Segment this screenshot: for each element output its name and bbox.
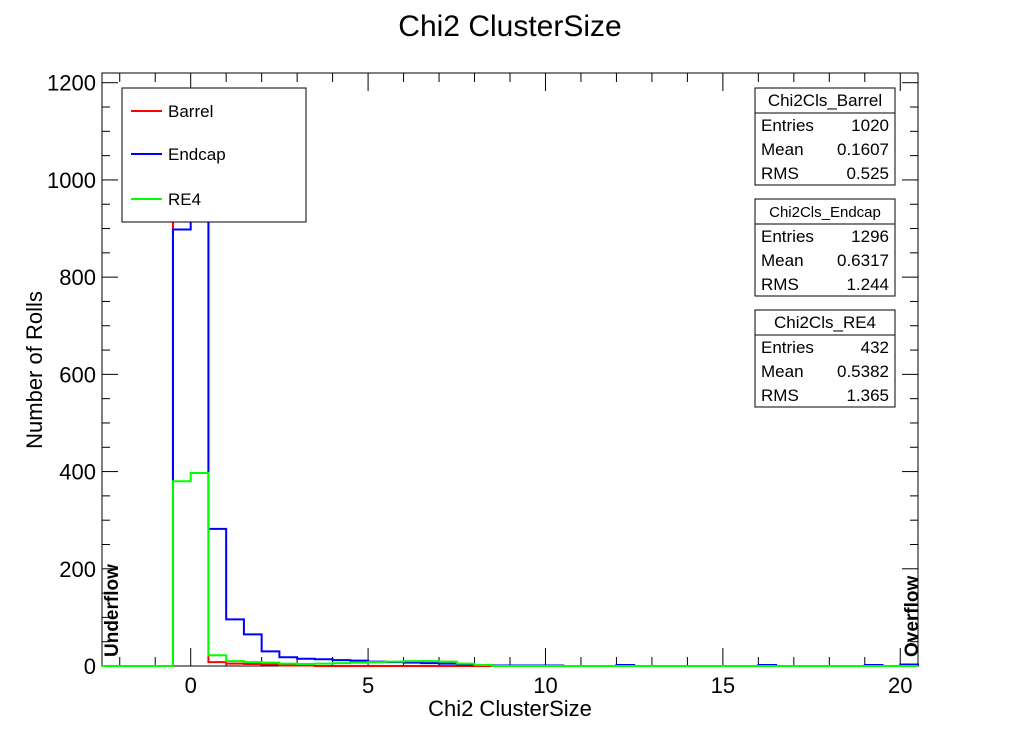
- plot-area: 0 200 400 600 800 1000 1200 0 5 10 15 20: [47, 71, 919, 698]
- stats-rms-value: 1.244: [846, 275, 889, 294]
- x-tick-label: 10: [533, 673, 557, 698]
- x-tick-label: 5: [362, 673, 374, 698]
- underflow-label: Underflow: [102, 564, 123, 657]
- stats-entries-value: 1296: [851, 227, 889, 246]
- x-tick-label: 20: [888, 673, 912, 698]
- stats-title: Chi2Cls_Endcap: [769, 204, 881, 221]
- stats-mean-value: 0.5382: [837, 362, 889, 381]
- stats-title: Chi2Cls_Barrel: [768, 91, 882, 110]
- y-tick-label: 600: [59, 362, 96, 387]
- histogram-re4: [102, 472, 918, 667]
- legend-label-barrel: Barrel: [168, 102, 213, 121]
- stats-entries-label: Entries: [761, 227, 814, 246]
- y-tick-label: 0: [84, 654, 96, 679]
- stats-box-re4: Chi2Cls_RE4 Entries 432 Mean 0.5382 RMS …: [754, 309, 896, 408]
- y-tick-label: 400: [59, 460, 96, 485]
- stats-mean-label: Mean: [761, 362, 804, 381]
- y-tick-label: 200: [59, 557, 96, 582]
- stats-rms-label: RMS: [761, 275, 799, 294]
- stats-mean-label: Mean: [761, 140, 804, 159]
- legend-label-re4: RE4: [168, 190, 201, 209]
- stats-entries-value: 1020: [851, 116, 889, 135]
- stats-entries-label: Entries: [761, 338, 814, 357]
- y-tick-label: 1200: [47, 71, 96, 96]
- stats-rms-value: 0.525: [846, 164, 889, 183]
- stats-rms-value: 1.365: [846, 386, 889, 405]
- stats-rms-label: RMS: [761, 164, 799, 183]
- legend: Barrel Endcap RE4: [121, 87, 307, 223]
- stats-mean-value: 0.6317: [837, 251, 889, 270]
- stats-entries-label: Entries: [761, 116, 814, 135]
- stats-title: Chi2Cls_RE4: [774, 313, 876, 332]
- y-tick-label: 1000: [47, 168, 96, 193]
- stats-mean-value: 0.1607: [837, 140, 889, 159]
- x-tick-label: 15: [711, 673, 735, 698]
- chart-title: Chi2 ClusterSize: [398, 10, 621, 43]
- stats-rms-label: RMS: [761, 386, 799, 405]
- y-tick-label: 800: [59, 265, 96, 290]
- overflow-label: Overflow: [902, 575, 923, 657]
- stats-box-barrel: Chi2Cls_Barrel Entries 1020 Mean 0.1607 …: [754, 87, 896, 186]
- stats-mean-label: Mean: [761, 251, 804, 270]
- x-tick-label: 0: [185, 673, 197, 698]
- y-axis-title: Number of Rolls: [22, 291, 47, 449]
- stats-entries-value: 432: [861, 338, 889, 357]
- stats-box-endcap: Chi2Cls_Endcap Entries 1296 Mean 0.6317 …: [754, 198, 896, 297]
- x-axis-title: Chi2 ClusterSize: [428, 696, 592, 721]
- legend-label-endcap: Endcap: [168, 145, 226, 164]
